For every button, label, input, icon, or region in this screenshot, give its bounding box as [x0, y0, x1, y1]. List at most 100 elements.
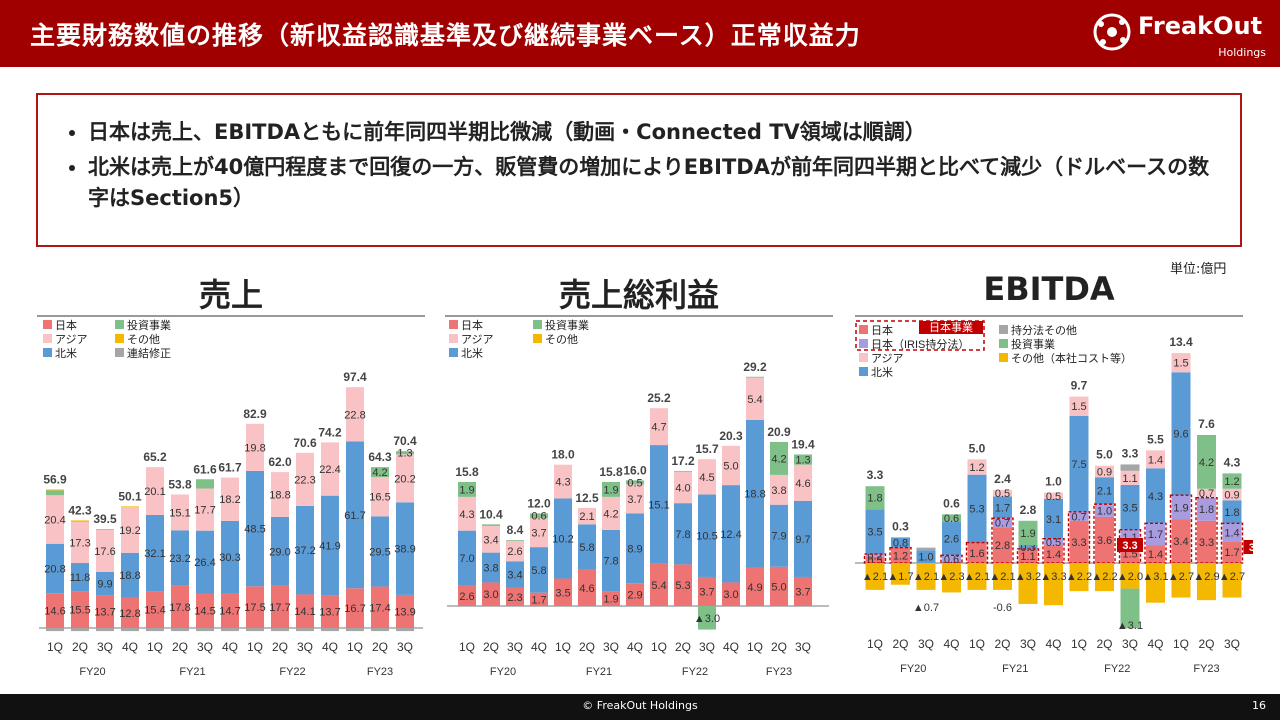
bar-segment — [530, 592, 548, 606]
x-tick-label: 2Q — [1198, 637, 1214, 651]
data-label: 3.5 — [1122, 502, 1137, 514]
legend-label: 北米 — [461, 347, 483, 360]
bar-segment — [1044, 563, 1063, 606]
bar-segment — [891, 547, 910, 563]
total-label: 2.4 — [994, 472, 1011, 486]
bar-segment — [530, 513, 548, 519]
data-label: ▲2.0 — [1117, 571, 1143, 583]
bar-segment — [942, 555, 961, 563]
data-label: 3.4 — [483, 534, 498, 546]
bar-segment — [770, 474, 788, 505]
x-tick-label: 2Q — [892, 637, 908, 651]
x-tick-label: 4Q — [1147, 637, 1163, 651]
bar-segment — [71, 563, 89, 592]
bar-segment — [674, 471, 692, 504]
data-label: 13.9 — [394, 606, 415, 618]
data-label: 9.9 — [97, 579, 112, 591]
data-label: 17.3 — [69, 537, 90, 549]
japan-segment-callout — [1117, 538, 1143, 552]
x-tick-label: 1Q — [747, 640, 763, 654]
total-label: 9.7 — [1071, 379, 1088, 393]
bar-segment — [746, 376, 764, 378]
japan-segment-value: 3.1 — [1249, 542, 1253, 554]
bar-segment — [770, 441, 788, 475]
data-label: 2.3 — [507, 592, 522, 604]
data-label: 3.8 — [483, 563, 498, 575]
legend-swatch — [859, 367, 868, 376]
x-tick-label: 1Q — [651, 640, 667, 654]
bar-segment — [96, 529, 114, 572]
bar-segment — [1120, 470, 1140, 485]
bar-segment — [46, 543, 64, 594]
bar-segment — [371, 477, 389, 517]
bar-segment — [321, 628, 339, 632]
bar-segment — [967, 474, 987, 543]
total-label: 13.4 — [1169, 335, 1193, 349]
data-label: ▲2.1 — [913, 571, 939, 583]
bar-segment — [993, 490, 1012, 497]
japan-segment-badge — [919, 321, 983, 334]
data-label: 1.2 — [893, 550, 908, 562]
bar-segment — [626, 583, 644, 606]
bar-segment — [146, 628, 164, 632]
bar-segment — [1018, 563, 1038, 604]
data-label: 14.7 — [219, 606, 240, 618]
data-label: 1.9 — [459, 484, 474, 496]
legend-swatch — [43, 320, 52, 329]
bar-segment — [891, 563, 910, 585]
data-label: 12.4 — [720, 529, 741, 541]
bar-segment — [1171, 495, 1191, 520]
data-label: 9.6 — [1173, 429, 1188, 441]
bar-segment — [770, 566, 788, 606]
x-tick-label: 2Q — [994, 637, 1010, 651]
data-label: 1.5 — [1173, 358, 1188, 370]
data-label: 29.5 — [369, 546, 390, 558]
bar-segment — [1146, 523, 1165, 546]
data-label: 7.0 — [459, 553, 474, 565]
footer: © FreakOut Holdings 16 — [0, 694, 1280, 720]
legend-label: 日本 — [461, 318, 483, 332]
data-label: 8.9 — [627, 543, 642, 555]
summary-bullet: 日本は売上、EBITDAともに前年同四半期比微減（動画・Connected TV… — [88, 117, 1230, 148]
data-label: 1.8 — [1199, 504, 1214, 516]
bar-segment — [1069, 520, 1089, 563]
bar-segment — [698, 576, 716, 606]
company-logo: FreakOut Holdings — [1080, 0, 1280, 67]
x-group-label: FY20 — [490, 666, 516, 678]
legend-swatch — [999, 325, 1008, 334]
data-label: 3.4 — [1173, 536, 1188, 548]
bar-segment — [46, 490, 64, 496]
data-label: 1.7 — [995, 502, 1010, 514]
legend-label: その他（本社コスト等） — [1011, 351, 1132, 365]
bar-segment — [1095, 465, 1114, 478]
bar-segment — [171, 585, 189, 628]
x-tick-label: 1Q — [867, 637, 883, 651]
data-label: 1.4 — [1148, 549, 1163, 561]
bar-segment — [993, 527, 1012, 563]
bar-segment — [578, 507, 596, 525]
x-group-label: FY21 — [586, 666, 612, 678]
bar-segment — [1120, 464, 1140, 471]
japan-segment-frame — [940, 554, 963, 564]
data-label: 2.6 — [459, 591, 474, 603]
bar-segment — [865, 486, 885, 510]
x-tick-label: 3Q — [97, 640, 113, 654]
bar-segment — [1222, 473, 1242, 489]
legend-label: その他 — [127, 333, 160, 346]
data-label: 20.8 — [44, 564, 65, 576]
bar-segment — [602, 481, 620, 497]
data-label: 3.4 — [507, 570, 522, 582]
data-label: 4.3 — [555, 477, 570, 489]
data-label: 1.3 — [795, 455, 810, 467]
data-label: 1.9 — [603, 484, 618, 496]
x-tick-label: 2Q — [272, 640, 288, 654]
bar-segment — [46, 628, 64, 632]
data-label: 32.1 — [144, 548, 165, 560]
bar-segment — [196, 593, 214, 628]
total-label: 18.0 — [551, 448, 575, 462]
bar-segment — [1197, 435, 1216, 489]
bar-segment — [246, 586, 264, 628]
bar-segment — [96, 628, 114, 632]
bar-segment — [993, 563, 1012, 590]
